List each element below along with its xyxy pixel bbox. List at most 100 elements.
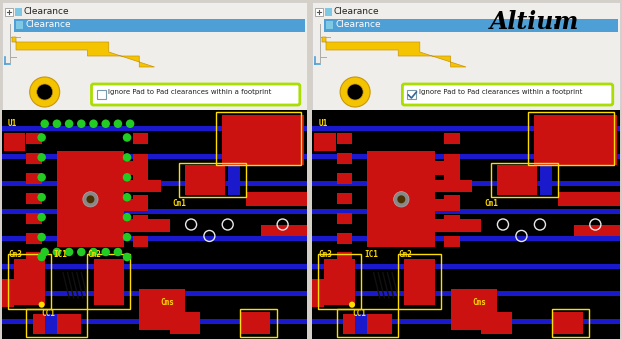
Bar (179, 163, 246, 197)
Circle shape (37, 193, 46, 201)
Circle shape (65, 248, 73, 256)
FancyBboxPatch shape (91, 84, 300, 105)
Bar (315, 8, 323, 16)
Circle shape (40, 119, 49, 128)
Text: U1: U1 (318, 119, 327, 128)
Bar (5, 8, 13, 16)
Bar (26, 173, 42, 184)
Circle shape (349, 302, 355, 308)
Bar (445, 174, 460, 185)
Bar (4, 133, 26, 151)
Bar (185, 165, 225, 195)
Bar (221, 115, 304, 165)
Text: CC1: CC1 (352, 309, 366, 318)
Circle shape (397, 195, 406, 203)
Circle shape (83, 192, 98, 207)
Bar (2, 181, 307, 186)
Bar (2, 154, 307, 159)
Circle shape (123, 253, 131, 261)
Bar (26, 193, 42, 204)
Circle shape (37, 173, 46, 182)
Bar (240, 309, 277, 337)
Bar (355, 314, 368, 334)
FancyBboxPatch shape (402, 84, 613, 105)
Text: Clearance: Clearance (24, 7, 70, 16)
Circle shape (65, 119, 73, 128)
Circle shape (123, 133, 131, 142)
Bar (435, 199, 460, 211)
Bar (133, 236, 149, 247)
Bar (552, 312, 583, 334)
Circle shape (89, 248, 98, 256)
Bar (325, 8, 332, 16)
Bar (318, 254, 361, 309)
Bar (88, 254, 130, 309)
Circle shape (37, 133, 46, 142)
Bar (26, 133, 42, 144)
Bar (435, 219, 481, 232)
Circle shape (37, 84, 53, 100)
Text: Ignore Pad to Pad clearances within a footprint: Ignore Pad to Pad clearances within a fo… (108, 89, 272, 95)
Text: Clearance: Clearance (335, 20, 381, 29)
Bar (540, 165, 552, 195)
Bar (16, 21, 23, 29)
Text: Cm3: Cm3 (8, 250, 22, 259)
Circle shape (53, 119, 61, 128)
Text: Clearance: Clearance (25, 20, 71, 29)
Circle shape (77, 119, 86, 128)
Bar (2, 236, 307, 241)
Circle shape (89, 119, 98, 128)
Bar (2, 319, 307, 324)
Bar (314, 133, 335, 151)
Bar (559, 193, 620, 206)
Bar (435, 161, 460, 175)
Bar (133, 195, 149, 206)
Bar (343, 314, 392, 334)
Bar (312, 236, 620, 241)
Bar (312, 291, 620, 296)
Circle shape (37, 153, 46, 162)
Bar (527, 112, 614, 165)
Bar (240, 312, 271, 334)
Bar (139, 288, 185, 330)
Bar (215, 112, 301, 165)
Bar (481, 312, 512, 334)
Bar (2, 110, 307, 339)
Circle shape (37, 253, 46, 261)
Bar (2, 264, 307, 269)
Bar (337, 253, 352, 264)
Text: .: . (552, 10, 561, 34)
Bar (246, 193, 307, 206)
Text: Altium: Altium (490, 10, 579, 34)
Bar (445, 215, 460, 227)
Bar (450, 288, 497, 330)
Circle shape (394, 192, 409, 207)
Bar (26, 233, 42, 244)
Text: IC1: IC1 (364, 250, 378, 259)
Text: Clearance: Clearance (334, 7, 379, 16)
Circle shape (86, 195, 95, 203)
Text: IC1: IC1 (54, 250, 68, 259)
Bar (435, 180, 472, 192)
Bar (326, 21, 333, 29)
Text: Ignore Pad to Pad clearances within a footprint: Ignore Pad to Pad clearances within a fo… (419, 89, 583, 95)
Circle shape (347, 84, 363, 100)
Bar (228, 165, 240, 195)
Polygon shape (322, 37, 466, 67)
Text: Cms: Cms (472, 298, 486, 307)
Bar (124, 219, 170, 232)
Bar (32, 314, 81, 334)
Bar (26, 213, 42, 224)
Bar (312, 110, 620, 339)
Bar (534, 115, 617, 165)
Circle shape (123, 193, 131, 201)
Bar (445, 236, 460, 247)
Circle shape (340, 77, 370, 107)
Circle shape (101, 119, 110, 128)
Bar (57, 151, 124, 247)
Text: Cm2: Cm2 (88, 250, 101, 259)
Bar (368, 151, 435, 247)
Circle shape (37, 213, 46, 221)
Text: Cm1: Cm1 (485, 199, 498, 208)
Bar (2, 209, 307, 214)
